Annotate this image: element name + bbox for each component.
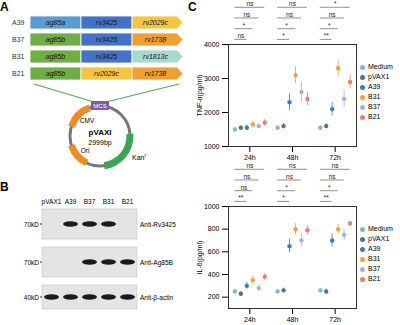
svg-text:**: ** (324, 194, 330, 201)
svg-text:48h: 48h (287, 154, 299, 161)
html-text:pVAX1: pVAX1 (368, 73, 390, 80)
svg-text:*: * (328, 184, 331, 191)
svg-text:rv1738: rv1738 (145, 36, 167, 43)
html-text:B31: B31 (368, 255, 381, 262)
svg-text:3000: 3000 (204, 75, 220, 82)
svg-text:72h: 72h (329, 316, 341, 323)
html-text:A39: A39 (368, 245, 381, 252)
svg-text:pVAX1: pVAX1 (42, 198, 62, 206)
html-text:B: B (0, 180, 9, 194)
svg-text:*: * (285, 22, 288, 29)
svg-text:A39: A39 (65, 198, 77, 205)
svg-text:rv1813c: rv1813c (143, 53, 168, 60)
svg-text:rv2029c: rv2029c (143, 19, 168, 26)
svg-text:ns: ns (243, 173, 251, 180)
svg-text:Anti-Ag85B: Anti-Ag85B (140, 259, 173, 267)
svg-text:ag85b: ag85b (46, 53, 66, 61)
html-text:B37: B37 (368, 265, 381, 272)
svg-text:ag85b: ag85b (46, 36, 66, 44)
svg-text:ns: ns (237, 32, 245, 39)
svg-text:Anti-Rv3425: Anti-Rv3425 (140, 221, 176, 228)
svg-text:*: * (328, 22, 331, 29)
html-text:Medium: Medium (368, 225, 393, 232)
svg-text:40kD: 40kD (24, 294, 39, 301)
svg-text:400: 400 (208, 271, 220, 278)
svg-text:Kanr: Kanr (132, 152, 146, 161)
svg-text:*: * (243, 22, 246, 29)
svg-text:B37: B37 (84, 198, 96, 205)
svg-text:24h: 24h (244, 154, 256, 161)
svg-text:48h: 48h (287, 316, 299, 323)
svg-text:CMV: CMV (80, 117, 95, 124)
svg-text:600: 600 (208, 248, 220, 255)
svg-text:A39: A39 (12, 19, 25, 26)
svg-text:*: * (334, 0, 337, 7)
svg-text:Ori: Ori (81, 147, 90, 154)
svg-text:ns: ns (246, 162, 254, 169)
svg-text:rv1738: rv1738 (145, 70, 167, 77)
html-text:C: C (188, 0, 197, 14)
svg-text:TNF-α(pg/ml): TNF-α(pg/ml) (196, 75, 204, 117)
html-text:B31: B31 (368, 93, 381, 100)
svg-text:ag85a: ag85a (46, 19, 66, 27)
svg-text:2999bp: 2999bp (88, 139, 111, 147)
svg-text:24h: 24h (244, 316, 256, 323)
svg-text:70kD: 70kD (24, 221, 39, 228)
svg-text:2000: 2000 (204, 109, 220, 116)
svg-text:**: ** (238, 194, 244, 201)
svg-text:200: 200 (208, 293, 220, 300)
svg-text:IL-6(pg/ml): IL-6(pg/ml) (196, 241, 204, 275)
svg-text:rv3425: rv3425 (96, 36, 118, 43)
html-text:A: A (0, 0, 9, 14)
svg-text:**: ** (324, 32, 330, 39)
svg-text:ns: ns (329, 11, 337, 18)
svg-text:B21: B21 (122, 198, 134, 205)
html-text:Medium: Medium (368, 63, 393, 70)
svg-text:ns: ns (289, 0, 297, 7)
svg-text:*: * (285, 184, 288, 191)
svg-text:72h: 72h (329, 154, 341, 161)
svg-text:ns: ns (286, 173, 294, 180)
svg-text:B31: B31 (103, 198, 115, 205)
svg-text:ns: ns (240, 184, 248, 191)
html-text:A39: A39 (368, 83, 381, 90)
svg-text:1000: 1000 (204, 143, 220, 150)
svg-text:ag85b: ag85b (46, 70, 66, 78)
svg-text:ns: ns (289, 162, 297, 169)
svg-text:ns: ns (332, 162, 340, 169)
html-text:B21: B21 (368, 113, 381, 120)
svg-text:ns: ns (286, 11, 294, 18)
svg-text:Anti-β-actin: Anti-β-actin (140, 294, 173, 302)
svg-text:1000: 1000 (204, 203, 220, 210)
html-text:B37: B37 (368, 103, 381, 110)
svg-text:ns: ns (243, 11, 251, 18)
svg-text:ns: ns (246, 0, 254, 7)
svg-text:B31: B31 (12, 53, 25, 60)
svg-text:pVAXI: pVAXI (89, 128, 112, 137)
svg-text:B37: B37 (12, 36, 25, 43)
svg-text:rv3425: rv3425 (96, 19, 118, 26)
svg-text:ns: ns (329, 173, 337, 180)
svg-text:*: * (282, 194, 285, 201)
svg-text:800: 800 (208, 225, 220, 232)
svg-text:*: * (282, 32, 285, 39)
html-text:B21: B21 (368, 275, 381, 282)
svg-text:70kD: 70kD (24, 259, 39, 266)
svg-text:4000: 4000 (204, 41, 220, 48)
svg-text:MCS: MCS (93, 103, 106, 109)
svg-text:B21: B21 (12, 70, 25, 77)
html-text:pVAX1: pVAX1 (368, 235, 390, 242)
svg-text:rv3425: rv3425 (96, 53, 118, 60)
svg-text:rv2029c: rv2029c (94, 70, 119, 77)
